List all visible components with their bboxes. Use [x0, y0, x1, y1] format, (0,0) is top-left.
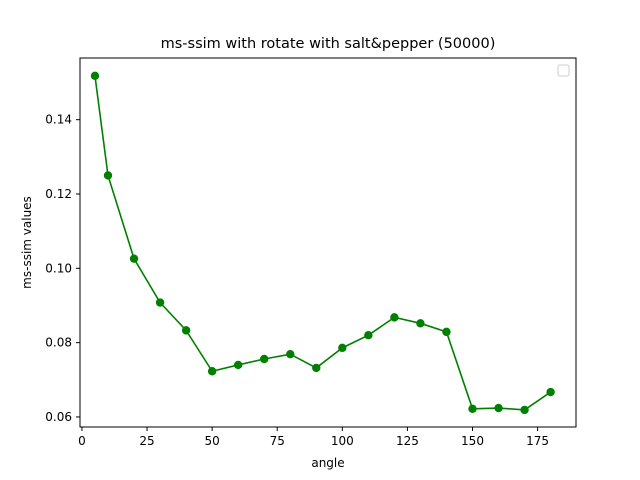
data-point: [260, 354, 269, 364]
data-point: [390, 313, 399, 322]
data-point: [442, 327, 451, 337]
data-point: [520, 405, 529, 415]
y-tick-label: 0.06: [45, 410, 72, 424]
data-point: [233, 360, 243, 370]
data-point: [286, 349, 295, 359]
chart-title: ms-ssim with rotate with salt&pepper (50…: [161, 36, 496, 52]
x-tick-label: 100: [331, 434, 354, 448]
data-point: [90, 71, 100, 81]
data-point: [181, 326, 191, 335]
data-point: [207, 367, 217, 376]
data-point: [103, 171, 113, 180]
x-axis-label: angle: [311, 456, 344, 470]
y-tick-label: 0.14: [45, 113, 72, 127]
plot-frame: [79, 57, 577, 428]
data-point: [416, 319, 425, 328]
x-tick-label: 50: [204, 434, 219, 448]
x-tick-label: 125: [396, 434, 419, 448]
data-point: [364, 331, 373, 340]
axis-ticks: 0 25 50 75 100 125 150 175 0.06 0.08 0.10 0.12 0.14: [45, 113, 549, 448]
data-point: [494, 403, 503, 413]
series-layer: [90, 71, 555, 415]
x-tick-label: 0: [78, 434, 86, 448]
y-tick-label: 0.08: [45, 336, 72, 350]
data-point: [129, 254, 139, 263]
x-tick-label: 175: [526, 434, 549, 448]
data-point: [546, 387, 555, 397]
x-tick-label: 25: [139, 434, 154, 448]
y-tick-label: 0.12: [45, 187, 72, 201]
y-tick-label: 0.10: [45, 261, 72, 275]
data-point: [155, 298, 165, 307]
legend-box: [557, 64, 570, 77]
data-point: [468, 404, 477, 413]
y-axis-label: ms-ssim values: [20, 196, 34, 289]
data-point: [312, 363, 321, 373]
x-tick-label: 75: [270, 434, 285, 448]
data-point: [338, 343, 347, 353]
x-tick-label: 150: [461, 434, 484, 448]
